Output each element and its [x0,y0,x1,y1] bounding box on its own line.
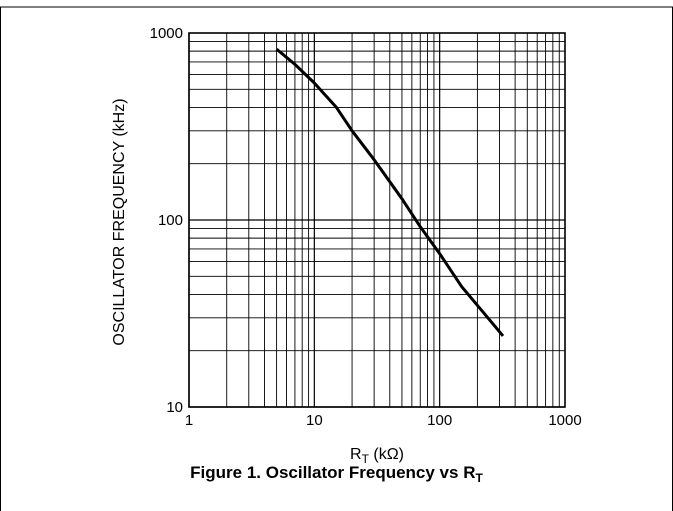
x-axis-label-unit: (kΩ) [369,446,404,463]
y-tick-label: 1000 [150,25,183,42]
x-tick-label: 1 [185,412,193,429]
x-axis-label-main: R [350,446,362,463]
series-line [275,47,505,337]
y-tick-label: 10 [166,399,183,416]
x-axis-label-sub: T [362,452,370,466]
y-axis-label: OSCILLATOR FREQUENCY (kHz) [111,98,128,345]
x-tick-labels: 1 10 100 1000 [185,412,582,429]
x-tick-label: 10 [306,412,323,429]
x-tick-label: 100 [427,412,452,429]
x-tick-label: 1000 [548,412,581,429]
figure-caption-sub: T [475,471,483,485]
plot-area-frame [188,32,566,408]
figure-caption: Figure 1. Oscillator Frequency vs RT [0,463,673,485]
y-tick-label: 100 [158,212,183,229]
y-tick-labels: 10 100 1000 [150,25,183,416]
x-axis-label: RT (kΩ) [350,446,404,466]
figure-caption-main: Figure 1. Oscillator Frequency vs R [190,463,476,482]
grid [188,33,565,408]
